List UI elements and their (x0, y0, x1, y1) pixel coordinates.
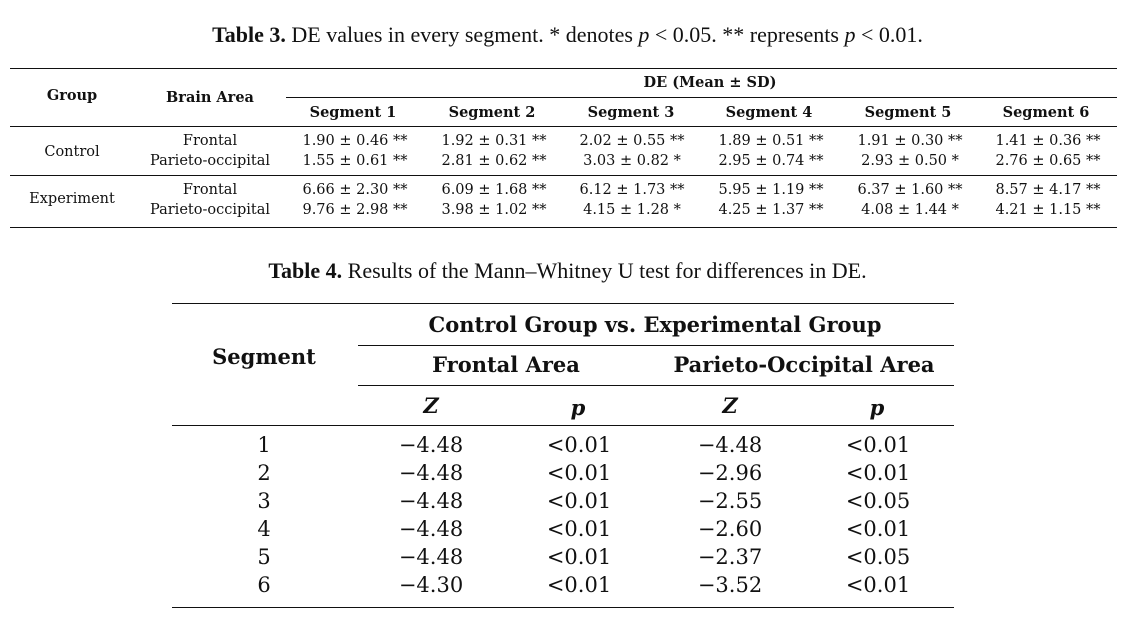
table4-cell-parieto-z: −2.60 (697, 517, 763, 541)
table3-header-segment-5: Segment 5 (864, 104, 952, 121)
table3-cell: 6.37 ± 1.60 ** (857, 182, 963, 198)
table4-cell-segment: 3 (257, 489, 271, 513)
table3-cell: 5.95 ± 1.19 ** (718, 182, 824, 198)
table3-caption-text-1: DE values in every segment. * denotes (291, 22, 639, 47)
table3-cell: 2.76 ± 0.65 ** (995, 153, 1101, 169)
table4-cell-parieto-z: −4.48 (697, 433, 763, 457)
table4-cell-frontal-p: <0.01 (546, 545, 612, 569)
table3-caption-text-3: < 0.01. (855, 22, 923, 47)
table3-caption: Table 3. DE values in every segment. * d… (0, 22, 1135, 48)
table3-caption-label: Table 3. (212, 22, 286, 47)
table3-cell: 4.08 ± 1.44 * (861, 202, 959, 218)
table3-cell: 2.93 ± 0.50 * (861, 153, 959, 169)
table4-header-frontal-p: p (570, 395, 586, 420)
table3-header-segment-6: Segment 6 (1002, 104, 1090, 121)
table3-group-control: Control (44, 144, 100, 160)
table3-cell: 2.81 ± 0.62 ** (441, 153, 547, 169)
table4-cell-frontal-z: −4.30 (398, 573, 464, 597)
table3-group-experiment: Experiment (29, 191, 115, 207)
table3-group-rule (10, 175, 1117, 176)
table4-cell-frontal-p: <0.01 (546, 573, 612, 597)
table3-cell: 6.09 ± 1.68 ** (441, 182, 547, 198)
table3-header-divider (286, 97, 1117, 98)
table3-area: Parieto-occipital (150, 153, 270, 169)
table4-cell-frontal-z: −4.48 (398, 545, 464, 569)
table3-cell: 1.41 ± 0.36 ** (995, 133, 1101, 149)
table4-cell-parieto-p: <0.01 (845, 433, 911, 457)
table3-cell: 3.98 ± 1.02 ** (441, 202, 547, 218)
table3-header-segment-3: Segment 3 (587, 104, 675, 121)
table3-cell: 3.03 ± 0.82 * (583, 153, 681, 169)
table3-header-rule (10, 126, 1117, 127)
table3-area: Parieto-occipital (150, 202, 270, 218)
table3-cell: 1.90 ± 0.46 ** (302, 133, 408, 149)
table4-cell-parieto-z: −2.96 (697, 461, 763, 485)
table3-cell: 1.55 ± 0.61 ** (302, 153, 408, 169)
table4-cell-segment: 4 (257, 517, 271, 541)
table3-cell: 4.21 ± 1.15 ** (995, 202, 1101, 218)
table4-header-frontal: Frontal Area (432, 352, 580, 377)
table3-cell: 2.02 ± 0.55 ** (579, 133, 685, 149)
table3-cell: 1.91 ± 0.30 ** (857, 133, 963, 149)
table4-caption-label: Table 4. (268, 258, 343, 283)
table4-cell-parieto-p: <0.01 (845, 517, 911, 541)
table4-header-comparison: Control Group vs. Experimental Group (428, 312, 882, 337)
table3-cell: 2.95 ± 0.74 ** (718, 153, 824, 169)
table3-header-brain-area: Brain Area (166, 89, 254, 106)
table4-cell-segment: 6 (257, 573, 271, 597)
table4-cell-parieto-z: −2.55 (697, 489, 763, 513)
table4-cell-segment: 5 (257, 545, 271, 569)
table3-area: Frontal (182, 133, 238, 149)
table4-header-parieto-z: Z (722, 393, 738, 418)
table4-header-parieto: Parieto-Occipital Area (673, 352, 935, 377)
table4-cell-segment: 2 (257, 461, 271, 485)
table4-cell-frontal-z: −4.48 (398, 489, 464, 513)
table4-cell-parieto-z: −3.52 (697, 573, 763, 597)
table4-caption-text: Results of the Mann–Whitney U test for d… (347, 258, 867, 283)
table4-header-parieto-p: p (869, 395, 885, 420)
table4-cell-parieto-p: <0.01 (845, 573, 911, 597)
table4-cell-frontal-z: −4.48 (398, 433, 464, 457)
table4-cell-parieto-p: <0.01 (845, 461, 911, 485)
table4-comparison-divider (358, 345, 954, 346)
table4-cell-frontal-z: −4.48 (398, 461, 464, 485)
table4-caption: Table 4. Results of the Mann–Whitney U t… (0, 258, 1135, 284)
table3-cell: 4.25 ± 1.37 ** (718, 202, 824, 218)
table3-area: Frontal (182, 182, 238, 198)
table4-cell-frontal-p: <0.01 (546, 461, 612, 485)
table4-header-rule (172, 425, 954, 426)
table3-caption-p1: p (638, 22, 650, 47)
table3-header-segment-2: Segment 2 (448, 104, 536, 121)
table4-cell-frontal-p: <0.01 (546, 489, 612, 513)
table3: Group Brain Area DE (Mean ± SD) Segment … (10, 68, 1117, 228)
table3-header-segment-1: Segment 1 (309, 104, 397, 121)
table3-cell: 1.92 ± 0.31 ** (441, 133, 547, 149)
table4-header-frontal-z: Z (423, 393, 439, 418)
table4-header-segment: Segment (212, 344, 316, 369)
table4-cell-parieto-z: −2.37 (697, 545, 763, 569)
table4-cell-parieto-p: <0.05 (845, 489, 911, 513)
table3-header-segment-4: Segment 4 (725, 104, 813, 121)
table4-cell-segment: 1 (257, 433, 271, 457)
table4-cell-frontal-p: <0.01 (546, 433, 612, 457)
table3-header-de: DE (Mean ± SD) (643, 74, 777, 91)
table3-cell: 6.12 ± 1.73 ** (579, 182, 685, 198)
table3-header-group: Group (46, 87, 98, 104)
table4-cell-parieto-p: <0.05 (845, 545, 911, 569)
table3-cell: 6.66 ± 2.30 ** (302, 182, 408, 198)
table4: Segment Control Group vs. Experimental G… (172, 303, 954, 608)
table4-area-divider (358, 385, 954, 386)
table4-cell-frontal-z: −4.48 (398, 517, 464, 541)
table3-caption-text-2: < 0.05. ** represents (649, 22, 845, 47)
table3-cell: 8.57 ± 4.17 ** (995, 182, 1101, 198)
table3-caption-p2: p (844, 22, 856, 47)
table4-cell-frontal-p: <0.01 (546, 517, 612, 541)
table3-cell: 1.89 ± 0.51 ** (718, 133, 824, 149)
table3-cell: 4.15 ± 1.28 * (583, 202, 681, 218)
table3-cell: 9.76 ± 2.98 ** (302, 202, 408, 218)
